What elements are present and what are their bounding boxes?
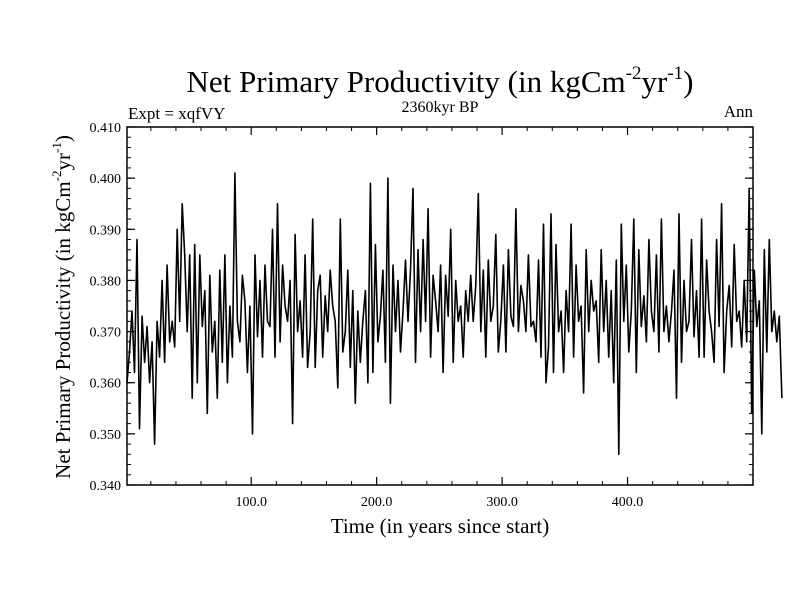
experiment-label: Expt = xqfVY xyxy=(128,104,225,123)
y-tick-label: 0.400 xyxy=(90,172,122,187)
y-tick-label: 0.350 xyxy=(90,428,122,443)
x-axis-label: Time (in years since start) xyxy=(331,514,550,538)
chart-subtitle: 2360kyr BP xyxy=(402,99,479,116)
x-tick-label: 100.0 xyxy=(235,495,267,510)
chart-title: Net Primary Productivity (in kgCm-2yr-1) xyxy=(187,63,694,99)
tick-labels: 0.340 0.350 0.360 0.370 0.380 0.390 0.400 0.410… xyxy=(90,121,644,510)
x-tick-label: 300.0 xyxy=(486,495,518,510)
y-axis-label: Net Primary Productivity (in kgCm-2yr-1) xyxy=(49,135,75,479)
x-tick-label: 400.0 xyxy=(612,495,644,510)
series-line-npp xyxy=(126,172,783,456)
y-tick-label: 0.360 xyxy=(90,377,122,392)
y-tick-label: 0.380 xyxy=(90,274,122,289)
x-tick-label: 200.0 xyxy=(361,495,393,510)
y-tick-label: 0.390 xyxy=(90,223,122,238)
season-label: Ann xyxy=(724,102,754,121)
y-tick-label: 0.340 xyxy=(90,479,122,494)
y-tick-label: 0.370 xyxy=(90,326,122,341)
y-tick-label: 0.410 xyxy=(90,121,122,136)
plot-frame xyxy=(126,126,754,486)
